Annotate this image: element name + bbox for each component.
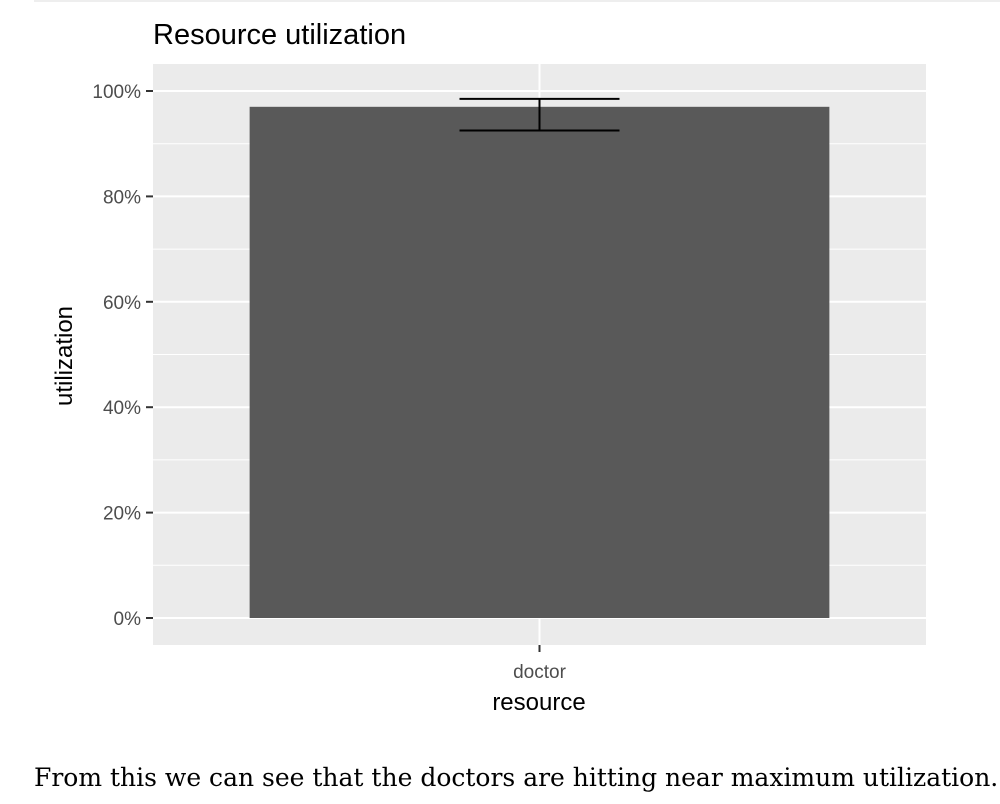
y-tick-label: 100% bbox=[92, 82, 141, 103]
bar-doctor bbox=[249, 106, 830, 618]
chart-title: Resource utilization bbox=[153, 19, 406, 51]
y-tick-label: 60% bbox=[103, 293, 141, 314]
y-tick-label: 20% bbox=[103, 504, 141, 525]
y-tick-label: 40% bbox=[103, 398, 141, 419]
x-tick-label: doctor bbox=[513, 662, 566, 683]
x-axis: doctor bbox=[513, 645, 567, 683]
y-tick-label: 80% bbox=[103, 187, 141, 208]
y-axis: 0% 20% 40% 60% 80% 100% bbox=[92, 82, 153, 630]
x-axis-label: resource bbox=[492, 689, 585, 716]
bars bbox=[249, 106, 830, 618]
error-bars bbox=[459, 97, 620, 132]
caption-paragraph: From this we can see that the doctors ar… bbox=[34, 763, 1000, 792]
y-axis-label: utilization bbox=[51, 306, 78, 406]
y-tick-label: 0% bbox=[114, 609, 142, 630]
bar-chart: 0% 20% 40% 60% 80% 100% doctor Resource utili… bbox=[51, 19, 926, 716]
top-divider bbox=[34, 0, 1000, 2]
